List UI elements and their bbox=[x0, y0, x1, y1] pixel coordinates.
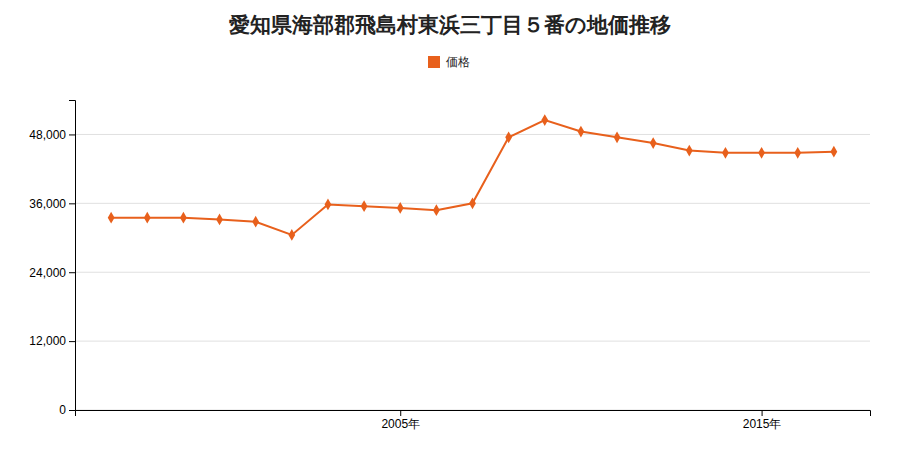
point bbox=[325, 199, 332, 211]
point bbox=[433, 204, 440, 216]
point bbox=[794, 147, 801, 159]
legend-swatch bbox=[428, 56, 440, 68]
y-axis: 0 12,000 24,000 36,000 48,000 bbox=[29, 101, 75, 418]
legend: 価格 bbox=[428, 55, 470, 69]
x-tick: 2015年 bbox=[743, 410, 782, 431]
y-tick-mark bbox=[69, 203, 75, 204]
y-tick-label: 24,000 bbox=[29, 266, 66, 280]
point bbox=[180, 212, 187, 224]
grid-line bbox=[75, 134, 870, 135]
x-tick-mark bbox=[762, 410, 763, 416]
x-axis-line bbox=[76, 411, 871, 417]
y-axis-line bbox=[69, 101, 76, 411]
y-tick: 48,000 bbox=[29, 128, 75, 142]
y-tick-mark bbox=[69, 341, 75, 342]
y-tick: 36,000 bbox=[29, 197, 75, 211]
point bbox=[758, 147, 765, 159]
point bbox=[614, 131, 621, 143]
x-tick-label: 2015年 bbox=[743, 417, 782, 431]
y-tick-mark bbox=[69, 134, 75, 135]
point bbox=[830, 146, 837, 158]
point bbox=[505, 131, 512, 143]
point bbox=[144, 212, 151, 224]
point bbox=[541, 114, 548, 126]
y-tick-mark bbox=[69, 272, 75, 273]
point bbox=[361, 200, 368, 212]
y-tick-label: 36,000 bbox=[29, 197, 66, 211]
x-axis: 2005年 2015年 bbox=[76, 410, 871, 431]
plot-area: 2005年 2015年 0 12,000 24,000 36,000 48,000 bbox=[29, 101, 870, 431]
series-line bbox=[111, 120, 834, 235]
y-tick-label: 12,000 bbox=[29, 334, 66, 348]
point bbox=[650, 137, 657, 149]
point bbox=[686, 145, 693, 157]
point bbox=[108, 212, 115, 224]
y-tick: 24,000 bbox=[29, 266, 75, 280]
legend-item: 価格 bbox=[428, 55, 470, 69]
grid-line bbox=[75, 341, 870, 342]
chart: 愛知県海部郡飛島村東浜三丁目５番の地価推移価格 2005年 2015年 0 12,000… bbox=[0, 0, 900, 450]
point bbox=[397, 202, 404, 214]
point bbox=[288, 229, 295, 241]
point bbox=[469, 197, 476, 209]
point bbox=[252, 216, 259, 228]
grid bbox=[75, 134, 870, 410]
x-tick-label: 2005年 bbox=[381, 417, 420, 431]
point bbox=[722, 147, 729, 159]
y-tick-label: 48,000 bbox=[29, 128, 66, 142]
y-tick: 12,000 bbox=[29, 334, 75, 348]
point bbox=[578, 126, 585, 138]
x-tick: 2005年 bbox=[381, 410, 420, 431]
y-tick-mark bbox=[69, 410, 75, 411]
data-layer bbox=[108, 114, 838, 241]
y-tick-label: 0 bbox=[59, 403, 66, 417]
point bbox=[216, 214, 223, 226]
x-tick-mark bbox=[400, 410, 401, 416]
legend-label: 価格 bbox=[446, 55, 470, 69]
grid-line bbox=[75, 272, 870, 273]
title: 愛知県海部郡飛島村東浜三丁目５番の地価推移 bbox=[229, 13, 671, 37]
y-tick: 0 bbox=[59, 403, 75, 417]
